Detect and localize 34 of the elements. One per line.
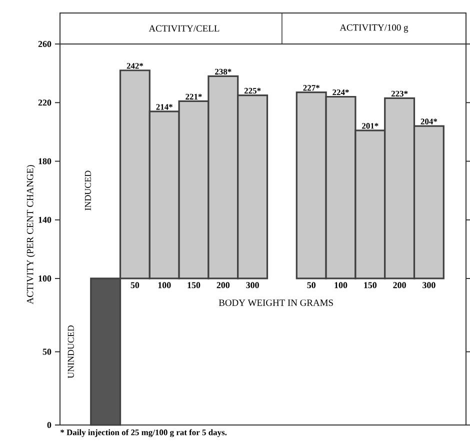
data-label: 204* xyxy=(420,118,438,124)
annotation: UNINDUCED xyxy=(68,325,74,378)
data-label: 201* xyxy=(362,123,378,129)
annotation: INDUCED xyxy=(84,170,91,210)
y-tick-label: 180 xyxy=(38,158,52,164)
y-tick-label: 220 xyxy=(38,100,52,106)
data-label: 238* xyxy=(215,68,232,75)
x-tick-label: 100 xyxy=(158,282,171,288)
data-label: 214* xyxy=(156,104,172,110)
data-label: 227* xyxy=(303,85,320,91)
y-axis-title: ACTIVITY (PER CENT CHANGE) xyxy=(26,165,36,304)
x-tick-label: 150 xyxy=(364,282,377,288)
y-tick-label: 260 xyxy=(38,40,52,48)
x-tick-label: 50 xyxy=(307,282,316,288)
text: * Daily injection of 25 mg/100 g rat for 5 days. xyxy=(60,429,227,438)
text: ACTIVITY/100 g xyxy=(340,24,408,33)
data-label: 224* xyxy=(332,89,349,96)
x-tick-label: 200 xyxy=(393,282,406,288)
x-tick-label: 200 xyxy=(216,282,230,288)
text: ACTIVITY/CELL xyxy=(148,25,220,32)
x-tick-label: 50 xyxy=(130,282,140,288)
x-axis-title: BODY WEIGHT IN GRAMS xyxy=(218,300,333,306)
y-tick-label: 50 xyxy=(42,348,52,355)
x-tick-label: 300 xyxy=(246,282,259,288)
x-tick-label: 100 xyxy=(334,282,348,288)
data-label: 225* xyxy=(244,88,261,94)
x-tick-label: 150 xyxy=(188,282,200,288)
data-label: 221* xyxy=(186,94,202,100)
y-tick-label: 140 xyxy=(38,216,52,223)
y-tick-label: 100 xyxy=(38,275,52,282)
data-label: 223* xyxy=(391,90,408,97)
x-tick-label: 300 xyxy=(422,282,436,288)
y-tick-label: 0 xyxy=(47,422,52,428)
data-label: 242* xyxy=(126,63,144,69)
